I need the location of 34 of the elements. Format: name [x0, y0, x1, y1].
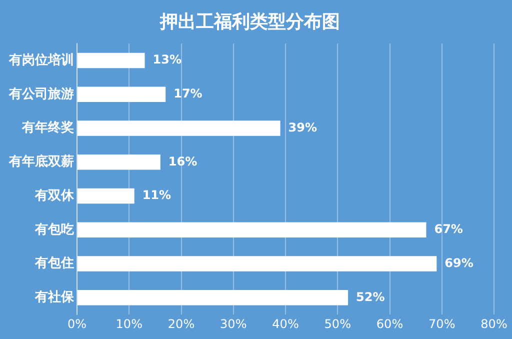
y-tick-label: 有年终奖 — [21, 120, 74, 136]
bar — [78, 290, 348, 306]
x-tick-label: 20% — [168, 316, 195, 331]
data-label: 39% — [288, 120, 318, 134]
x-tick-label: 50% — [324, 316, 351, 331]
x-tick-label: 80% — [480, 316, 508, 331]
data-label: 16% — [168, 154, 198, 168]
bar — [78, 188, 134, 204]
x-tick-label: 30% — [220, 316, 247, 331]
y-tick-label: 有包吃 — [34, 222, 74, 238]
data-label: 69% — [444, 256, 474, 270]
y-tick-label: 有双休 — [34, 188, 75, 204]
x-tick-label: 40% — [272, 316, 299, 331]
data-label: 67% — [434, 222, 463, 236]
data-label: 11% — [142, 188, 172, 202]
bar — [78, 256, 437, 272]
y-tick-label: 有公司旅游 — [8, 86, 74, 102]
y-tick-label: 有年底双薪 — [8, 154, 74, 170]
data-label: 17% — [174, 86, 202, 101]
bar — [78, 222, 426, 238]
x-tick-label: 70% — [428, 316, 456, 331]
data-label: 52% — [356, 290, 385, 304]
bar — [78, 154, 160, 170]
y-tick-label: 有社保 — [34, 289, 75, 306]
x-tick-label: 60% — [376, 316, 404, 331]
bar — [78, 52, 145, 68]
bar — [78, 120, 280, 136]
x-tick-label: 0% — [67, 316, 87, 331]
x-tick-label: 10% — [116, 316, 142, 331]
data-label: 13% — [152, 52, 182, 67]
y-tick-label: 有包住 — [34, 256, 74, 272]
bar — [78, 86, 166, 102]
chart-title: 押出工福利类型分布图 — [159, 11, 340, 32]
y-tick-label: 有岗位培训 — [8, 52, 74, 68]
